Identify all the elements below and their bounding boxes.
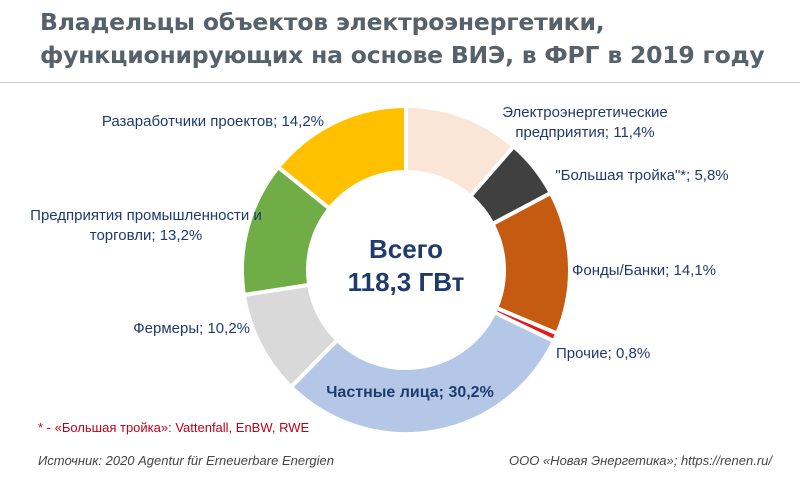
- donut-slices: [240, 103, 572, 436]
- source-citation: Источник: 2020 Agentur für Erneuerbare E…: [38, 453, 334, 468]
- slice-label-3: Прочие; 0,8%: [556, 345, 650, 362]
- title-line-2: функционирующих на основе ВИЭ, в ФРГ в 2…: [40, 41, 765, 69]
- center-total-value: 118,3 ГВт: [348, 267, 465, 297]
- publisher-credit: ООО «Новая Энергетика»; https://renen.ru…: [509, 453, 772, 468]
- center-total-label: Всего: [369, 234, 443, 264]
- slice-label-4: Частные лица; 30,2%: [326, 384, 494, 401]
- slice-label-0: Электроэнергетические предприятия; 11,4%: [502, 104, 667, 141]
- slice-7: [275, 103, 408, 212]
- slice-label-6: Предприятия промышленности и торговли; 13…: [30, 207, 262, 244]
- slice-label-5: Фермеры; 10,2%: [133, 320, 250, 337]
- title-divider: [0, 82, 800, 83]
- slice-label-2: Фонды/Банки; 14,1%: [572, 262, 716, 279]
- title-line-1: Владельцы объектов электроэнергетики,: [40, 8, 605, 36]
- slice-4: [288, 309, 557, 436]
- chart-title: Владельцы объектов электроэнергетики, фу…: [40, 6, 780, 72]
- slice-label-1: "Большая тройка"*; 5,8%: [555, 167, 728, 184]
- footnote: * - «Большая тройка»: Vattenfall, EnBW, …: [38, 420, 310, 435]
- slice-label-7: Разаработчики проектов; 14,2%: [102, 113, 324, 130]
- slice-labels: Электроэнергетические предприятия; 11,4% "…: [30, 104, 728, 401]
